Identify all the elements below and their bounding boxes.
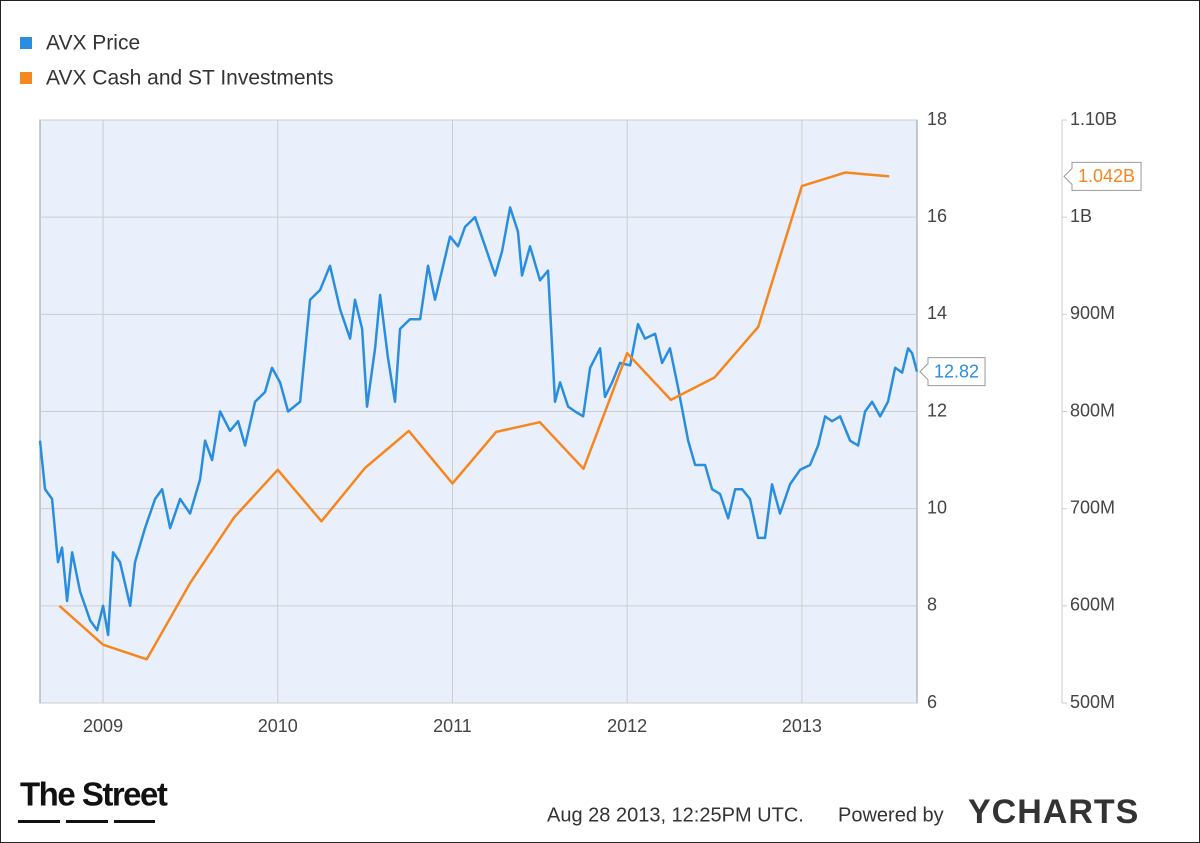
series-line [38,206,919,637]
y-tick-label: 16 [927,206,947,226]
logo-rule [114,820,155,823]
last-value-label: 1.042B [1078,166,1135,186]
logo-rule [66,820,108,823]
brand: YCHARTS [968,793,1139,831]
logo-rule [18,820,60,823]
y2-tick-label: 800M [1070,400,1115,420]
y-tick-label: 12 [927,400,947,420]
x-tick-label: 2011 [433,716,472,736]
y-tick-label: 10 [927,497,947,517]
x-tick-label: 2012 [607,716,647,736]
x-tick-label: 2013 [782,716,822,736]
y2-tick-label: 600M [1070,595,1115,615]
y2-tick-label: 500M [1070,692,1115,712]
logo: The Street [20,776,168,813]
series-line [58,171,890,661]
y-tick-label: 8 [927,595,937,615]
powered-by: Powered by [838,804,944,826]
last-value-label: 12.82 [934,361,979,381]
y-tick-label: 18 [927,109,947,129]
legend-label: AVX Price [46,32,140,55]
y-tick-label: 14 [927,303,947,323]
last-value-box [919,357,986,387]
legend-swatch [20,37,32,49]
last-value-box [1063,161,1142,191]
x-tick-label: 2010 [258,716,298,736]
y2-tick-label: 700M [1070,497,1115,517]
y2-tick-label: 900M [1070,303,1115,323]
y-tick-label: 6 [927,692,937,712]
legend-label: AVX Cash and ST Investments [46,67,334,90]
y2-tick-label: 1.10B [1070,109,1117,129]
y2-tick-label: 1B [1070,206,1092,226]
timestamp: Aug 28 2013, 12:25PM UTC. [547,804,804,826]
legend-swatch [20,72,32,84]
x-tick-label: 2009 [83,716,123,736]
